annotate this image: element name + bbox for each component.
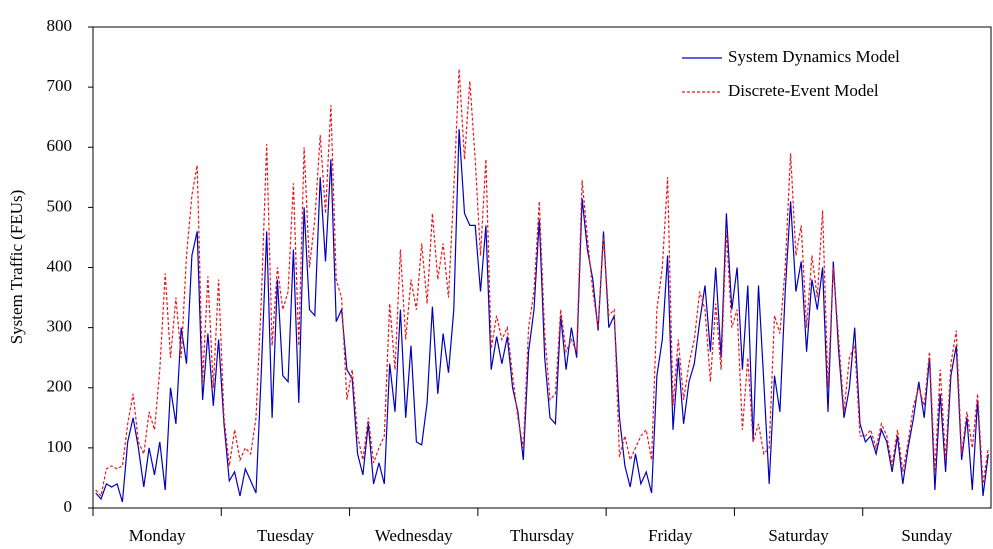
x-tick-label: Saturday: [768, 526, 829, 545]
y-tick-label: 200: [47, 377, 73, 396]
y-tick-label: 600: [47, 136, 73, 155]
x-tick-label: Thursday: [510, 526, 575, 545]
legend-label: System Dynamics Model: [728, 47, 900, 66]
y-tick-label: 0: [64, 497, 73, 516]
x-tick-label: Sunday: [901, 526, 953, 545]
series-line: [95, 69, 989, 498]
y-tick-label: 800: [47, 16, 73, 35]
y-tick-label: 500: [47, 196, 73, 215]
y-axis-label: System Traffic (FEUs): [7, 190, 26, 345]
legend-label: Discrete-Event Model: [728, 81, 879, 100]
x-tick-label: Monday: [129, 526, 186, 545]
x-tick-label: Tuesday: [257, 526, 314, 545]
series-line: [95, 129, 989, 503]
y-tick-label: 100: [47, 437, 73, 456]
x-tick-label: Wednesday: [375, 526, 453, 545]
y-tick-label: 300: [47, 317, 73, 336]
y-tick-label: 700: [47, 76, 73, 95]
y-tick-label: 400: [47, 256, 73, 275]
x-tick-label: Friday: [648, 526, 693, 545]
